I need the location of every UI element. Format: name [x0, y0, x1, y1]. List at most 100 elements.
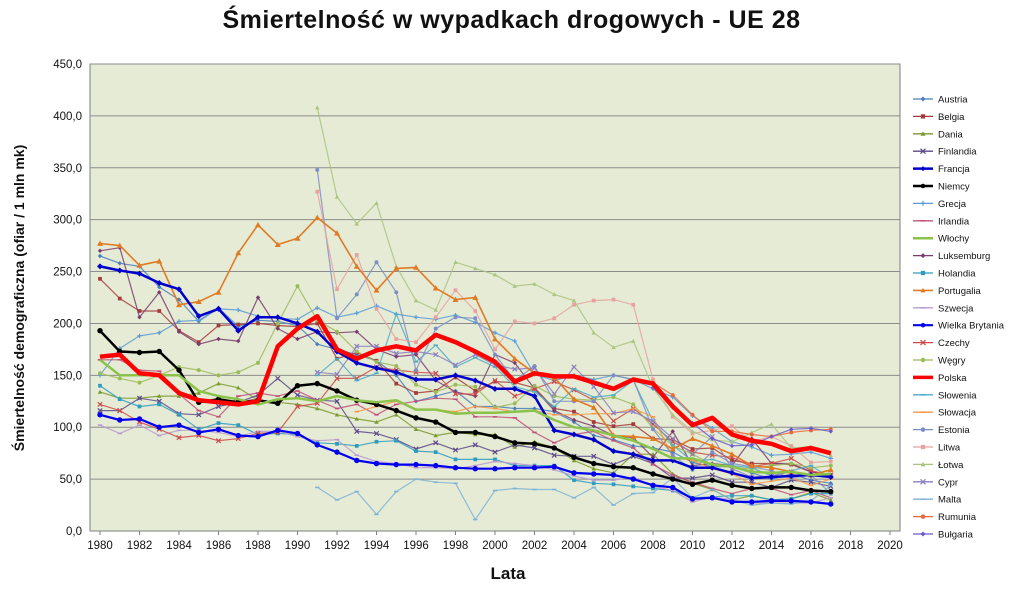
- legend: Austria Belgia Dania Finlandia Francja Niemcy…: [913, 95, 1005, 541]
- data-point: [768, 464, 775, 471]
- data-point: [808, 479, 814, 485]
- data-point: [571, 298, 577, 303]
- data-point: [314, 369, 320, 375]
- data-point: [650, 482, 656, 489]
- data-point: [709, 442, 716, 449]
- y-tick-label: 100,0: [53, 422, 82, 434]
- data-point: [809, 460, 813, 465]
- legend-label: Wielka Brytania: [938, 321, 1005, 332]
- data-point: [828, 481, 833, 486]
- data-point: [393, 461, 399, 468]
- data-point: [828, 459, 833, 464]
- data-point: [611, 482, 616, 487]
- legend-item-bulgaria: Bułgaria: [913, 530, 974, 541]
- data-point: [275, 400, 281, 407]
- data-point: [374, 260, 379, 265]
- data-point: [394, 381, 399, 386]
- data-point: [314, 380, 320, 387]
- data-point: [749, 442, 754, 448]
- series-line: [99, 329, 831, 493]
- data-point: [591, 481, 596, 486]
- x-tick-label: 2004: [561, 540, 587, 552]
- data-point: [590, 436, 597, 443]
- series-line: [100, 377, 831, 488]
- legend-item-irlandia: Irlandia: [913, 216, 970, 227]
- data-point: [571, 364, 577, 370]
- data-point: [788, 498, 794, 504]
- data-point: [611, 395, 616, 400]
- data-point: [650, 455, 656, 460]
- data-point: [433, 419, 439, 425]
- legend-label: Polska: [938, 373, 967, 384]
- data-point: [769, 434, 774, 439]
- legend-label: Finlandia: [938, 147, 977, 158]
- data-point: [157, 402, 162, 407]
- data-point: [294, 430, 301, 437]
- data-point: [433, 450, 438, 454]
- data-point: [670, 436, 676, 442]
- data-point: [216, 381, 221, 386]
- x-axis-ticks: 1980 1982 1984 1986 1988 1990 1992 1994 1996 1998…: [87, 531, 903, 552]
- data-point: [136, 262, 143, 268]
- data-point: [215, 403, 222, 410]
- data-point: [512, 444, 517, 449]
- series-cypr: [314, 343, 834, 480]
- data-point: [116, 242, 123, 249]
- x-tick-label: 2000: [482, 540, 508, 552]
- data-point: [314, 442, 320, 448]
- data-point: [710, 450, 715, 455]
- data-point: [373, 460, 380, 467]
- data-point: [98, 371, 102, 376]
- series-line: [99, 278, 831, 476]
- data-point: [452, 391, 459, 397]
- data-point: [394, 364, 399, 368]
- data-point: [492, 377, 498, 384]
- data-point: [335, 441, 339, 446]
- data-point: [314, 214, 321, 220]
- data-point: [689, 451, 696, 457]
- data-point: [630, 464, 636, 471]
- data-point: [156, 348, 162, 355]
- data-point: [729, 482, 735, 489]
- data-point: [294, 383, 301, 389]
- data-point: [432, 285, 439, 291]
- data-point: [473, 384, 478, 389]
- data-point: [236, 307, 241, 313]
- data-point: [433, 440, 439, 446]
- data-point: [236, 423, 241, 428]
- data-point: [512, 319, 517, 324]
- x-tick-label: 1990: [285, 540, 311, 552]
- data-point: [413, 427, 419, 432]
- data-point: [651, 486, 655, 491]
- data-point: [196, 368, 201, 373]
- data-point: [315, 105, 320, 110]
- legend-item-rumunia: Rumunia: [913, 512, 977, 523]
- data-point: [473, 309, 478, 313]
- data-point: [334, 230, 340, 236]
- data-point: [452, 372, 459, 379]
- series-line: [99, 413, 831, 506]
- data-point: [394, 373, 399, 378]
- legend-label: Słowacja: [938, 408, 977, 419]
- data-point: [472, 391, 478, 397]
- x-tick-label: 1994: [364, 540, 390, 552]
- legend-marker: [920, 357, 926, 363]
- data-point: [157, 330, 162, 335]
- data-point: [670, 412, 675, 417]
- data-point: [255, 318, 261, 323]
- x-tick-label: 1996: [403, 540, 429, 552]
- data-point: [452, 447, 459, 453]
- y-axis-ticks: 0,0 50,0 100,0 150,0 200,0 250,0 300,0 350,0 400…: [53, 59, 82, 538]
- x-tick-label: 1980: [87, 540, 113, 552]
- data-point: [236, 322, 241, 327]
- data-point: [552, 408, 557, 413]
- data-point: [730, 424, 734, 429]
- data-point: [610, 418, 617, 424]
- data-point: [176, 286, 182, 293]
- data-point: [156, 279, 163, 286]
- data-point: [393, 265, 400, 271]
- data-point: [196, 427, 201, 432]
- data-point: [709, 472, 715, 478]
- data-point: [473, 320, 478, 325]
- data-point: [274, 314, 281, 321]
